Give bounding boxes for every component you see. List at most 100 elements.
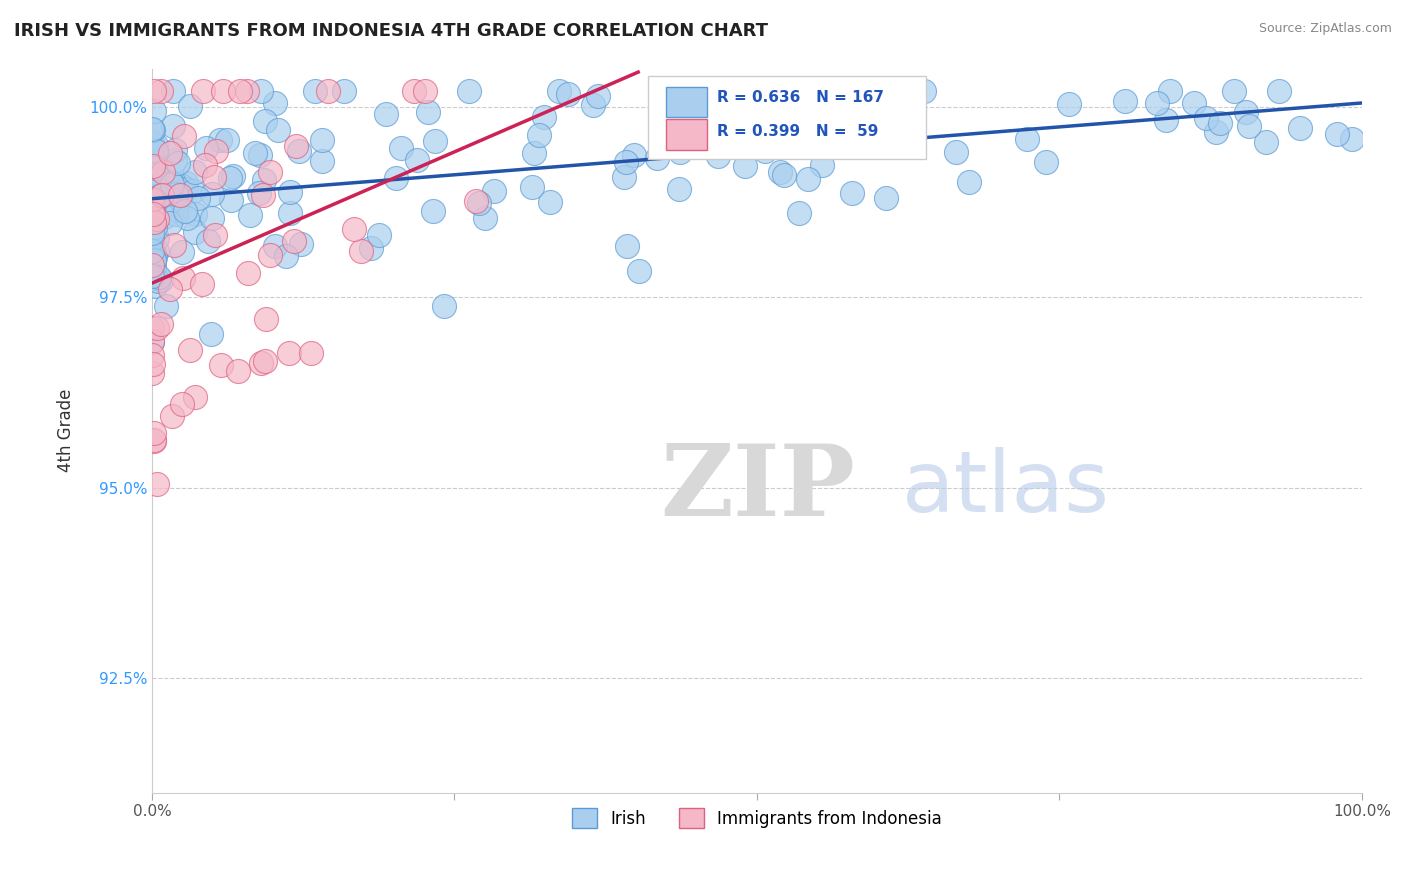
Point — [141, 348, 163, 362]
Point — [146, 274, 169, 288]
Point — [143, 188, 166, 202]
Point — [299, 345, 322, 359]
Point — [254, 114, 277, 128]
Point — [145, 138, 167, 153]
Point — [153, 210, 176, 224]
Point — [179, 343, 201, 358]
Point — [734, 159, 756, 173]
Point — [141, 232, 163, 246]
Point — [1268, 84, 1291, 98]
Point — [1017, 131, 1039, 145]
Point — [811, 158, 834, 172]
Point — [184, 225, 207, 239]
Point — [794, 121, 817, 136]
Point — [142, 207, 165, 221]
Point — [200, 326, 222, 341]
Point — [141, 192, 163, 206]
Point — [254, 312, 277, 326]
Point — [143, 84, 166, 98]
Point — [1341, 132, 1364, 146]
Point — [145, 244, 167, 259]
Point — [141, 334, 163, 348]
Point — [187, 191, 209, 205]
Point — [259, 248, 281, 262]
Point — [169, 192, 191, 206]
Point — [284, 139, 307, 153]
Point — [166, 187, 188, 202]
Point — [540, 194, 562, 209]
Point — [169, 187, 191, 202]
Point — [548, 84, 571, 98]
Point — [148, 270, 170, 285]
Point — [162, 409, 184, 423]
Point — [523, 146, 546, 161]
Point — [1035, 154, 1057, 169]
Point — [1256, 135, 1278, 149]
Point — [141, 203, 163, 218]
Point — [145, 161, 167, 175]
Point — [170, 245, 193, 260]
Point — [141, 136, 163, 150]
Point — [389, 141, 412, 155]
Point — [152, 165, 174, 179]
Point — [422, 203, 444, 218]
Point — [529, 128, 551, 142]
Point — [418, 104, 440, 119]
Point — [413, 84, 436, 98]
Point — [278, 206, 301, 220]
Point — [141, 320, 163, 334]
Point — [1057, 96, 1080, 111]
Point — [184, 165, 207, 179]
Point — [731, 103, 754, 118]
Text: Source: ZipAtlas.com: Source: ZipAtlas.com — [1258, 22, 1392, 36]
Point — [150, 317, 173, 331]
Point — [801, 140, 824, 154]
Point — [145, 174, 167, 188]
Point — [141, 244, 163, 258]
Point — [142, 357, 165, 371]
Text: IRISH VS IMMIGRANTS FROM INDONESIA 4TH GRADE CORRELATION CHART: IRISH VS IMMIGRANTS FROM INDONESIA 4TH G… — [14, 22, 768, 40]
Point — [191, 84, 214, 98]
Point — [174, 182, 197, 196]
Point — [368, 227, 391, 242]
Point — [172, 271, 194, 285]
Point — [1326, 127, 1348, 141]
Point — [150, 273, 173, 287]
Point — [143, 260, 166, 274]
Point — [205, 144, 228, 158]
Point — [162, 84, 184, 98]
Point — [458, 84, 481, 98]
Point — [176, 211, 198, 225]
Point — [707, 149, 730, 163]
Point — [468, 195, 491, 210]
Point — [769, 165, 792, 179]
Point — [1205, 125, 1227, 139]
Text: R = 0.399   N =  59: R = 0.399 N = 59 — [717, 124, 879, 139]
Point — [423, 134, 446, 148]
Point — [1289, 121, 1312, 136]
Point — [283, 235, 305, 249]
Point — [582, 98, 605, 112]
Point — [142, 252, 165, 267]
Point — [160, 175, 183, 189]
Point — [142, 159, 165, 173]
Point — [146, 212, 169, 227]
Point — [222, 169, 245, 184]
Point — [184, 390, 207, 404]
Point — [264, 95, 287, 110]
Point — [159, 282, 181, 296]
Point — [141, 366, 163, 380]
Point — [616, 239, 638, 253]
Point — [201, 211, 224, 225]
Point — [201, 186, 224, 201]
Point — [172, 179, 194, 194]
Point — [150, 84, 173, 98]
Point — [627, 264, 650, 278]
Point — [176, 177, 198, 191]
Point — [236, 84, 259, 98]
Point — [142, 244, 165, 259]
Point — [184, 207, 207, 221]
Point — [141, 137, 163, 152]
Point — [236, 266, 259, 280]
Point — [167, 156, 190, 170]
